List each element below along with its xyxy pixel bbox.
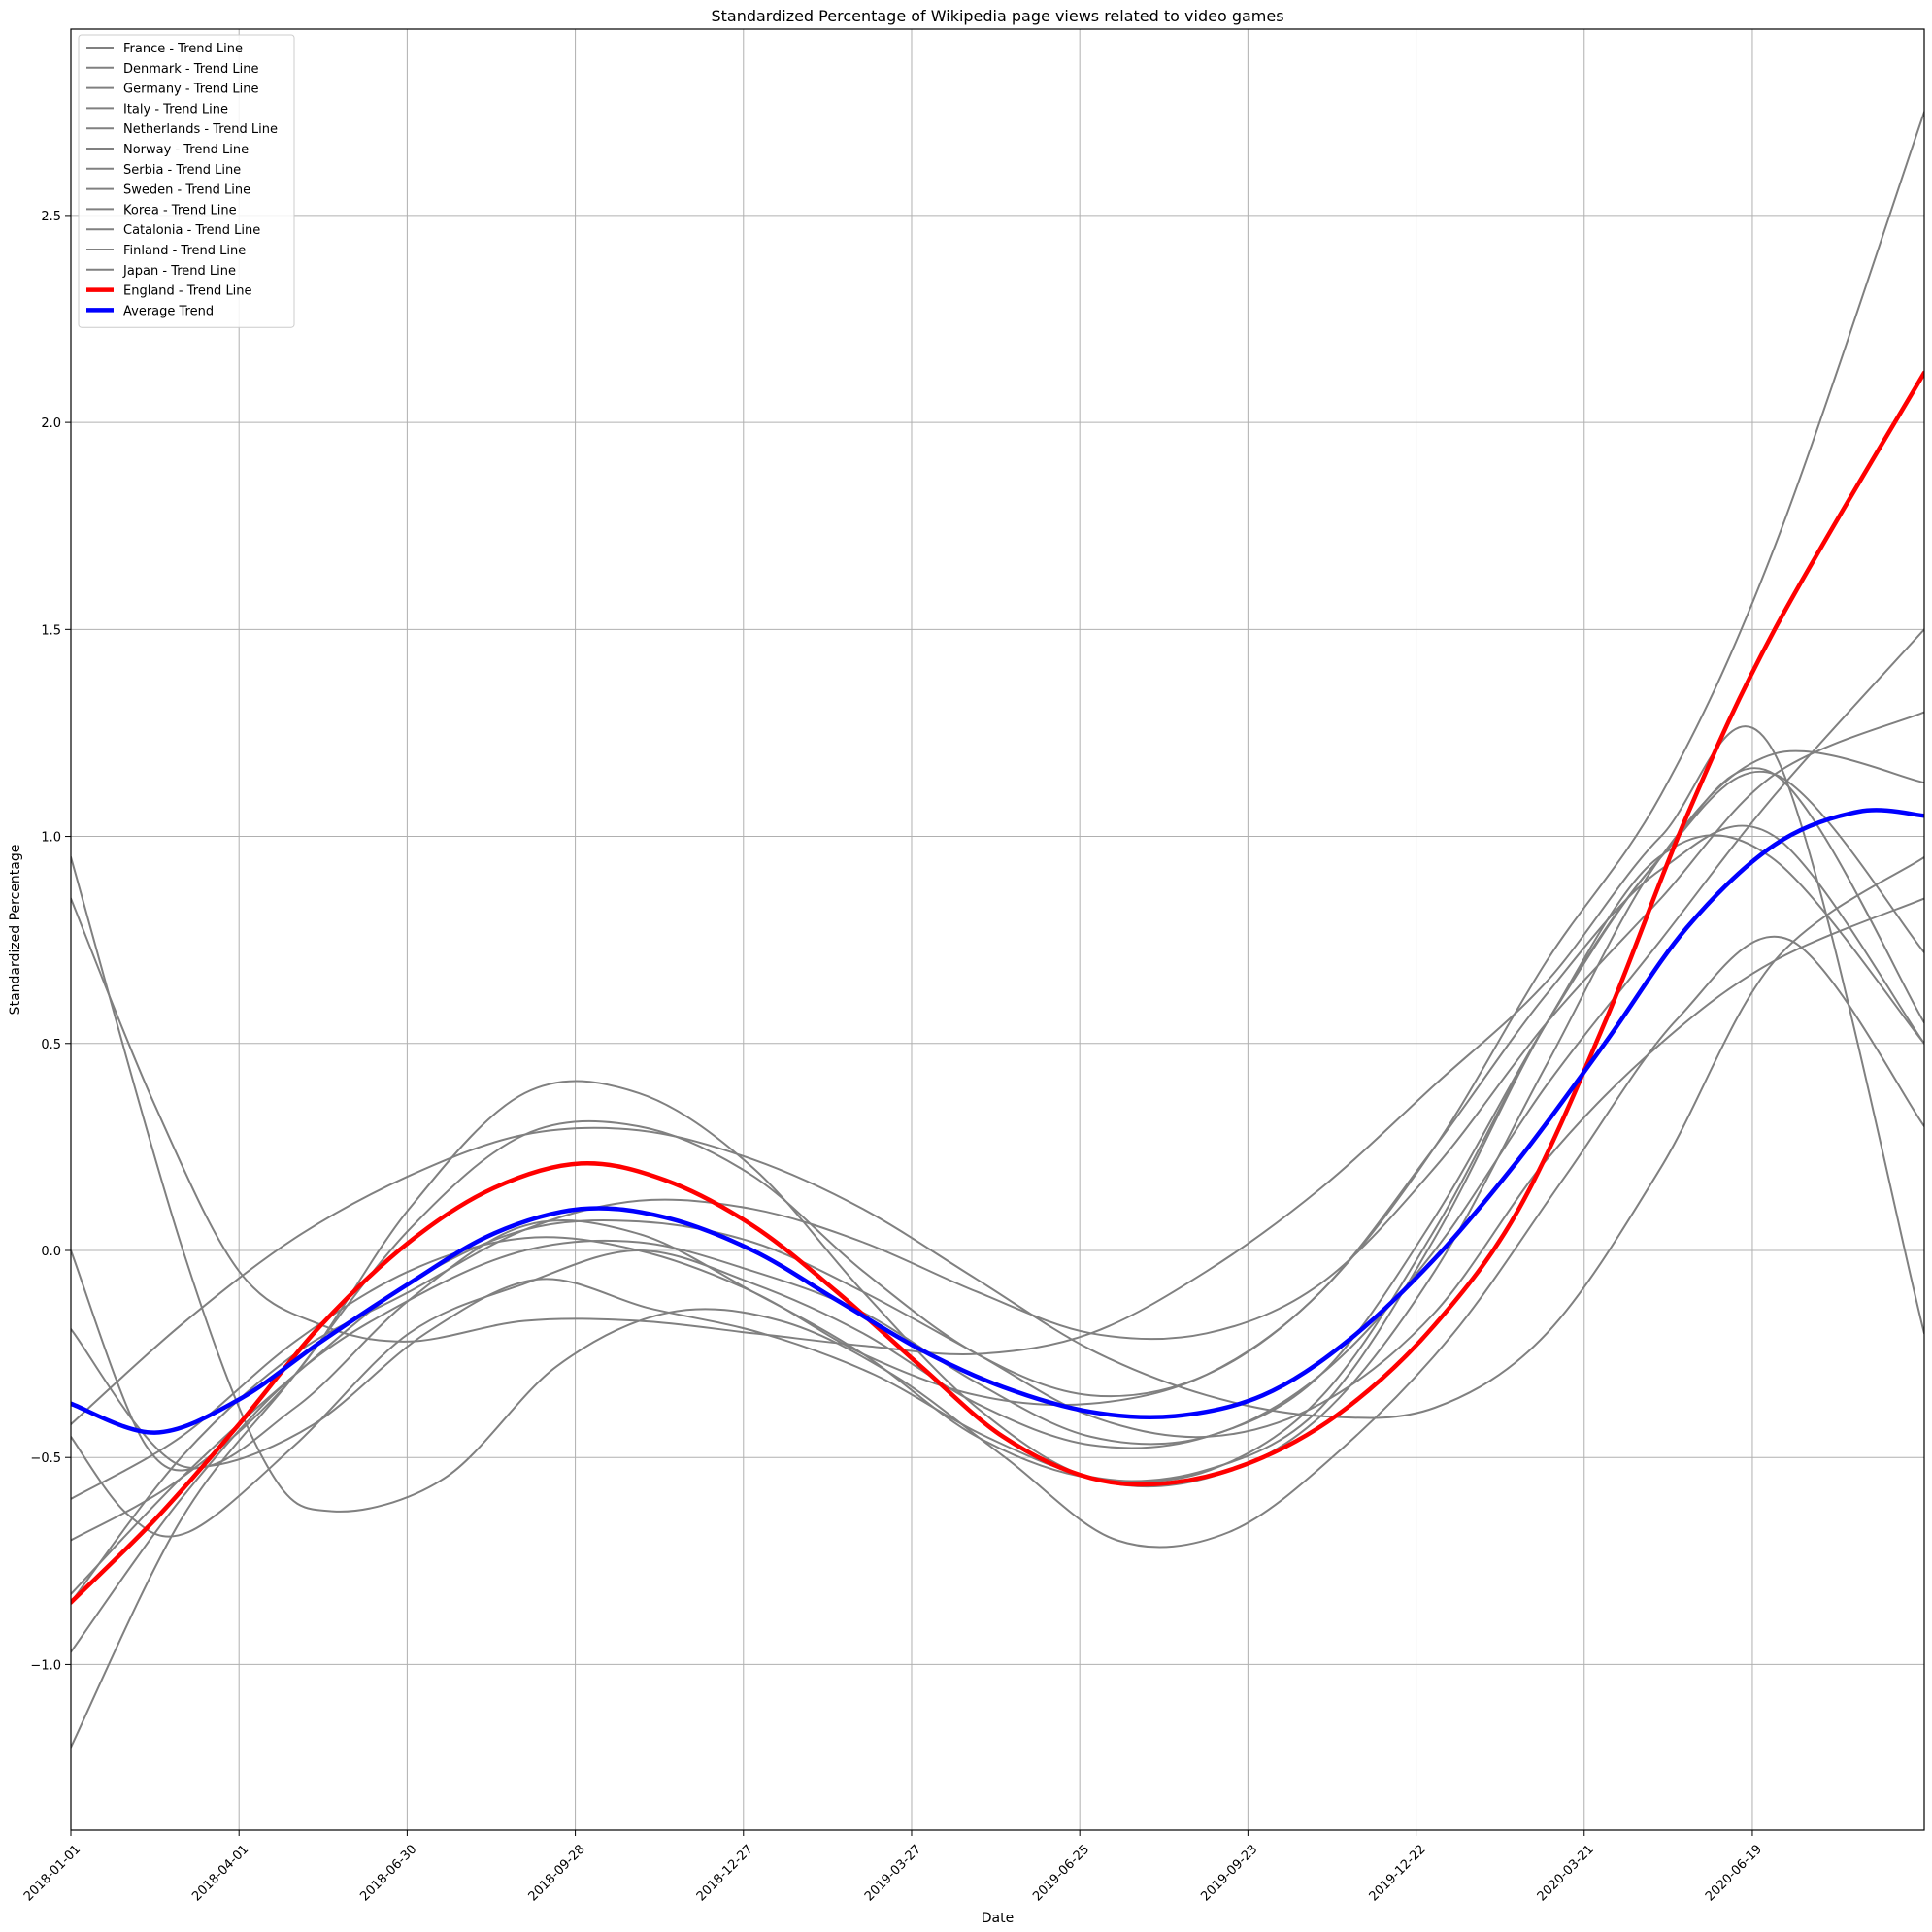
y-tick-label: 1.5 [41, 623, 61, 638]
series-lines [71, 111, 1924, 1749]
series-line-italy-trend-line [71, 770, 1924, 1482]
legend-entry-label: France - Trend Line [123, 42, 243, 56]
legend-entry-label: Germany - Trend Line [123, 83, 259, 97]
legend-entry-label: England - Trend Line [123, 284, 252, 299]
legend-entry-label: Average Trend [123, 304, 214, 318]
series-line-norway-trend-line [71, 749, 1924, 1542]
y-tick-label: 0.5 [41, 1038, 61, 1052]
legend-entry-label: Italy - Trend Line [123, 102, 228, 117]
y-tick-label: −1.0 [30, 1658, 61, 1673]
y-tick-label: 2.5 [41, 210, 61, 224]
legend-entry-label: Denmark - Trend Line [123, 62, 259, 77]
series-line-denmark-trend-line [71, 834, 1924, 1483]
series-line-england-trend-line [71, 370, 1924, 1605]
series-line-finland-trend-line [71, 897, 1924, 1595]
series-line-average-trend [71, 808, 1924, 1435]
y-tick-label: 1.0 [41, 831, 61, 846]
series-line-serbia-trend-line [71, 824, 1924, 1500]
y-axis-label: Standardized Percentage [8, 845, 23, 1016]
legend-entry-label: Korea - Trend Line [123, 203, 237, 217]
legend-entry-label: Sweden - Trend Line [123, 183, 250, 198]
x-axis-label: Date [982, 1911, 1014, 1926]
y-tick-label: 2.0 [41, 416, 61, 431]
grid-lines [70, 29, 1924, 1830]
legend-entry-label: Catalonia - Trend Line [123, 223, 260, 238]
y-axis-ticks: −1.0 −0.5 0.0 0.5 1.0 1.5 2.0 2.5 [30, 210, 71, 1673]
legend-entry-label: Japan - Trend Line [122, 264, 236, 279]
legend-entry-label: Norway - Trend Line [123, 143, 249, 157]
series-line-catalonia-trend-line [71, 111, 1924, 1749]
legend: France - Trend Line Denmark - Trend Line G… [78, 34, 295, 328]
legend-box [78, 34, 295, 328]
y-tick-label: 0.0 [41, 1245, 61, 1259]
y-tick-label: −0.5 [30, 1451, 61, 1466]
series-line-netherlands-trend-line [71, 855, 1924, 1426]
series-line-japan-trend-line [71, 725, 1924, 1355]
legend-entry-label: Netherlands - Trend Line [123, 122, 278, 137]
legend-entry-label: Finland - Trend Line [123, 244, 246, 258]
legend-entry-label: Serbia - Trend Line [123, 163, 241, 178]
plot-area-frame [70, 28, 1925, 1831]
chart-title: Standardized Percentage of Wikipedia pag… [711, 7, 1283, 25]
